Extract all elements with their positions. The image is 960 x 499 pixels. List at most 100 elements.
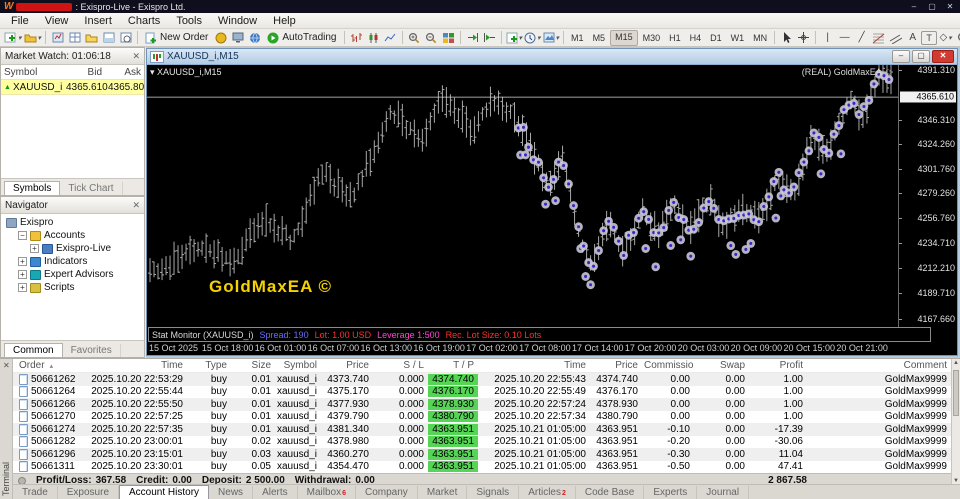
timeframe-m15[interactable]: M15 — [610, 29, 638, 46]
chart-window-titlebar[interactable]: XAUUSD_i,M15 – ▢ ✕ — [147, 49, 957, 65]
terminal-toggle-icon[interactable] — [100, 30, 117, 45]
auto-scroll-icon[interactable] — [464, 30, 481, 45]
trendline-icon[interactable]: ╱ — [858, 32, 865, 43]
zoom-out-icon[interactable] — [423, 30, 440, 45]
coin-icon[interactable] — [212, 30, 229, 45]
indicators-button[interactable]: ▾ — [505, 30, 524, 45]
navigator-tab-favorites[interactable]: Favorites — [63, 344, 121, 357]
new-chart-button[interactable]: ▾ — [3, 30, 23, 45]
time-axis[interactable]: 15 Oct 2025 15 Oct 18:00 16 Oct 01:00 16 Oc… — [147, 342, 957, 355]
market-watch-tab-tick-chart[interactable]: Tick Chart — [60, 182, 123, 195]
terminal-tab-alerts[interactable]: Alerts — [253, 486, 298, 499]
timeframe-h4[interactable]: H4 — [689, 32, 702, 43]
history-col-swap-11[interactable]: Swap — [719, 360, 745, 371]
history-col-commission-10[interactable]: Commission — [644, 360, 694, 371]
chart-plot-area[interactable]: ▾ XAUUSD_i,M15 (REAL) GoldMaxEA ☺ GoldMa… — [147, 65, 898, 327]
history-col-type-2[interactable]: Type — [205, 360, 227, 371]
channels-icon[interactable] — [887, 30, 904, 45]
timeframe-w1[interactable]: W1 — [730, 32, 745, 43]
history-row[interactable]: 50661264 2025.10.20 22:55:44 buy 0.01 xauusd… — [13, 386, 951, 399]
fibonacci-icon[interactable] — [870, 30, 887, 45]
terminal-tab-company[interactable]: Company — [356, 486, 418, 499]
crosshair-icon[interactable] — [795, 30, 812, 45]
terminal-tab-experts[interactable]: Experts — [644, 486, 698, 499]
templates-button[interactable]: ▾ — [542, 30, 561, 45]
close-button[interactable]: ✕ — [946, 2, 954, 11]
tree-item-exispro-live[interactable]: + Exispro-Live — [1, 242, 144, 255]
expander-icon[interactable]: + — [30, 244, 39, 253]
label-tool-icon[interactable]: T — [921, 30, 938, 45]
tree-item-expert-advisors[interactable]: + Expert Advisors — [1, 268, 144, 281]
terminal-tab-code-base[interactable]: Code Base — [576, 486, 645, 499]
menu-item-insert[interactable]: Insert — [84, 14, 112, 27]
scroll-down-icon[interactable]: ▼ — [953, 478, 959, 484]
menu-item-charts[interactable]: Charts — [127, 14, 161, 27]
chart-restore-button[interactable]: ▢ — [912, 50, 930, 63]
tile-windows-icon[interactable] — [440, 30, 457, 45]
terminal-close-icon[interactable]: ✕ — [3, 361, 10, 370]
search-icon[interactable] — [954, 30, 960, 45]
periods-button[interactable]: ▾ — [523, 30, 542, 45]
expander-icon[interactable]: + — [18, 270, 27, 279]
history-col-size-3[interactable]: Size — [251, 360, 271, 371]
timeframe-m5[interactable]: M5 — [592, 32, 606, 43]
menu-item-tools[interactable]: Tools — [176, 14, 202, 27]
history-row[interactable]: 50661311 2025.10.20 23:30:01 buy 0.05 xauusd… — [13, 461, 951, 474]
scroll-up-icon[interactable]: ▲ — [953, 360, 959, 366]
text-tool-icon[interactable]: A — [909, 32, 916, 43]
history-col-time-1[interactable]: Time — [161, 360, 183, 371]
history-row[interactable]: 50661270 2025.10.20 22:57:25 buy 0.01 xauusd… — [13, 411, 951, 424]
history-row[interactable]: 50661266 2025.10.20 22:55:50 buy 0.01 xauusd… — [13, 398, 951, 411]
market-watch-col-symbol[interactable]: Symbol — [4, 66, 38, 78]
market-watch-col-ask[interactable]: Ask — [124, 66, 141, 78]
terminal-tab-exposure[interactable]: Exposure — [58, 486, 120, 499]
cursor-icon[interactable] — [778, 30, 795, 45]
history-col-comment-13[interactable]: Comment — [903, 360, 947, 371]
history-col-t-p-7[interactable]: T / P — [453, 360, 474, 371]
monitor-icon[interactable] — [229, 30, 246, 45]
timeframe-h1[interactable]: H1 — [669, 32, 681, 43]
terminal-scrollbar[interactable]: ▲ ▼ — [951, 359, 960, 485]
horizontal-line-icon[interactable]: — — [839, 32, 850, 43]
timeframe-mn[interactable]: MN — [753, 32, 768, 43]
maximize-button[interactable]: ▢ — [928, 2, 936, 11]
history-row[interactable]: 50661274 2025.10.20 22:57:35 buy 0.01 xauusd… — [13, 423, 951, 436]
terminal-tab-signals[interactable]: Signals — [467, 486, 520, 499]
objects-dropdown-icon[interactable]: ◇ ▾ — [939, 32, 952, 43]
market-watch-toggle-icon[interactable] — [49, 30, 66, 45]
price-axis[interactable]: 4391.310 4346.310 4324.260 4301.760 4279.260… — [898, 65, 957, 327]
history-col-price-9[interactable]: Price — [615, 360, 638, 371]
terminal-tab-journal[interactable]: Journal — [697, 486, 750, 499]
tree-item-accounts[interactable]: − Accounts — [1, 229, 144, 242]
chart-shift-icon[interactable] — [481, 30, 498, 45]
history-row[interactable]: 50661296 2025.10.20 23:15:01 buy 0.03 xauusd… — [13, 448, 951, 461]
chart-minimize-button[interactable]: – — [892, 50, 910, 63]
terminal-tab-mailbox[interactable]: Mailbox 6 — [298, 486, 356, 499]
menu-item-help[interactable]: Help — [273, 14, 296, 27]
history-col-s-l-6[interactable]: S / L — [403, 360, 424, 371]
menu-item-window[interactable]: Window — [218, 14, 258, 27]
terminal-tab-articles[interactable]: Articles 2 — [519, 486, 576, 499]
timeframe-d1[interactable]: D1 — [710, 32, 722, 43]
expander-icon[interactable]: + — [18, 283, 27, 292]
timeframe-m1[interactable]: M1 — [571, 32, 584, 43]
tree-item-indicators[interactable]: + Indicators — [1, 255, 144, 268]
line-chart-mode-icon[interactable] — [382, 30, 399, 45]
history-col-price-5[interactable]: Price — [346, 360, 369, 371]
candlestick-mode-icon[interactable] — [365, 30, 382, 45]
history-row[interactable]: 50661282 2025.10.20 23:00:01 buy 0.02 xauusd… — [13, 436, 951, 449]
expander-icon[interactable]: + — [18, 257, 27, 266]
profiles-button[interactable]: ▾ — [23, 30, 43, 45]
market-watch-col-bid[interactable]: Bid — [87, 66, 102, 78]
menu-item-file[interactable]: File — [11, 14, 29, 27]
navigator-toggle-icon[interactable] — [83, 30, 100, 45]
market-watch-close-icon[interactable]: ✕ — [132, 50, 140, 61]
minimize-button[interactable]: – — [911, 2, 917, 11]
history-col-symbol-4[interactable]: Symbol — [283, 360, 317, 371]
navigator-tab-common[interactable]: Common — [4, 343, 63, 357]
tree-item-scripts[interactable]: + Scripts — [1, 281, 144, 294]
menu-item-view[interactable]: View — [44, 14, 69, 27]
history-col-profit-12[interactable]: Profit — [779, 360, 803, 371]
chart-close-button[interactable]: ✕ — [932, 50, 954, 63]
